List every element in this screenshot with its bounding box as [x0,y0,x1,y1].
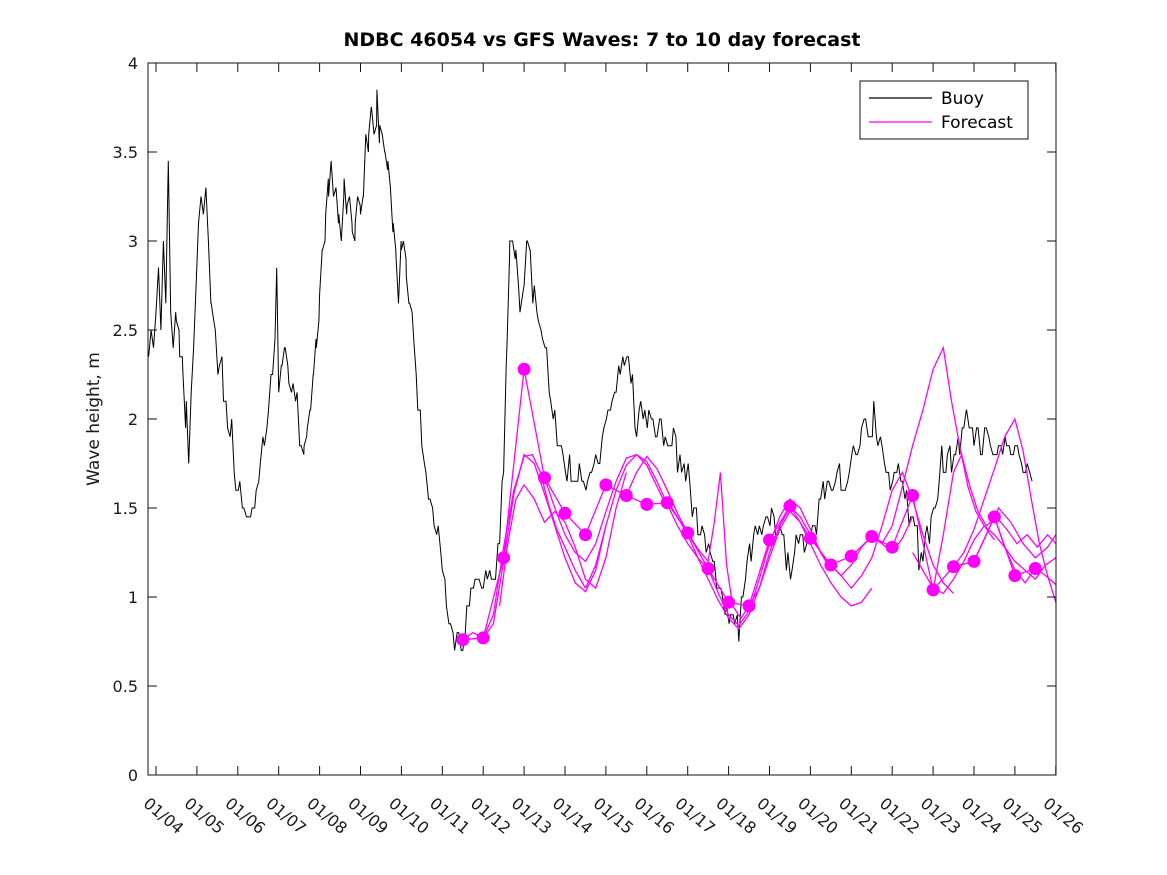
forecast-marker [967,554,981,568]
x-tick-label: 01/13 [508,794,556,838]
x-tick-label: 01/15 [590,794,638,838]
x-tick-label: 01/09 [344,794,392,838]
forecast-marker [722,595,736,609]
forecast-line [666,500,791,631]
x-tick-label: 01/21 [835,794,883,838]
x-tick-label: 01/06 [222,794,270,838]
forecast-marker [660,496,674,510]
legend-box [859,80,1029,140]
x-tick-label: 01/11 [426,794,474,838]
forecast-line [871,345,995,545]
x-tick-label: 01/22 [876,794,924,838]
x-tick-label: 01/14 [549,794,597,838]
y-tick-label: 3 [128,232,138,251]
forecast-marker [885,540,899,554]
forecast-line [625,455,750,620]
x-tick-label: 01/24 [958,794,1006,838]
legend-label-forecast: Forecast [941,113,1013,133]
y-axis-label: Wave height, m [84,352,104,486]
forecast-marker [456,633,470,647]
x-tick-label: 01/23 [917,794,965,838]
x-tick-label: 01/17 [671,794,719,838]
x-tick-label: 01/12 [467,794,515,838]
y-tick-label: 3.5 [113,143,138,162]
forecast-marker [497,551,511,565]
y-tick-label: 0 [128,766,138,785]
forecast-marker [865,530,879,543]
y-tick-label: 4 [128,54,138,73]
y-tick-label: 2.5 [113,321,138,340]
forecast-marker [517,362,531,376]
y-tick-label: 2 [128,410,138,429]
x-tick-label: 01/07 [262,794,310,838]
buoy-line [148,89,1033,651]
forecast-marker [1008,569,1022,583]
forecast-line [543,453,668,563]
forecast-marker [640,497,654,511]
forecast-marker [476,631,490,645]
forecast-marker [701,562,715,575]
forecast-marker [947,560,960,574]
forecast-marker [538,471,551,485]
x-tick-label: 01/04 [140,794,188,838]
forecast-marker [619,489,633,502]
y-tick-label: 1 [128,588,138,607]
legend: Buoy Forecast [859,80,1029,140]
forecast-marker [742,599,756,613]
legend-label-buoy: Buoy [941,89,984,109]
x-tick-label: 01/16 [631,794,679,838]
forecast-marker [763,533,776,547]
forecast-marker [803,531,817,545]
x-tick-label: 01/25 [999,794,1047,838]
forecast-line [584,453,709,589]
forecast-marker [558,506,572,520]
forecast-line [498,472,627,606]
forecast-marker [926,583,940,597]
forecast-line [462,453,587,641]
forecast-marker [1028,562,1042,575]
forecast-marker [783,499,797,513]
x-tick-label: 01/26 [1040,794,1088,838]
axes-layer: 01/0401/0501/0601/0701/0801/0901/1001/11… [113,54,1088,838]
y-tick-label: 0.5 [113,677,138,696]
forecast-marker [906,489,920,502]
x-tick-label: 01/20 [794,794,842,838]
forecast-line [993,516,1056,585]
x-tick-label: 01/18 [712,794,760,838]
chart-title: NDBC 46054 vs GFS Waves: 7 to 10 day for… [343,29,860,51]
forecast-marker [987,510,1001,524]
plot-data-layer [148,89,1056,651]
forecast-line [952,417,1056,603]
x-tick-label: 01/10 [385,794,433,838]
forecast-marker [599,478,613,492]
forecast-line [830,470,954,594]
x-tick-label: 01/19 [753,794,801,838]
forecast-marker [681,526,695,540]
forecast-marker [579,528,592,542]
x-tick-label: 01/05 [181,794,229,838]
x-tick-label: 01/08 [303,794,351,838]
forecast-marker [824,558,838,572]
forecast-marker [844,549,858,563]
y-tick-label: 1.5 [113,499,138,518]
